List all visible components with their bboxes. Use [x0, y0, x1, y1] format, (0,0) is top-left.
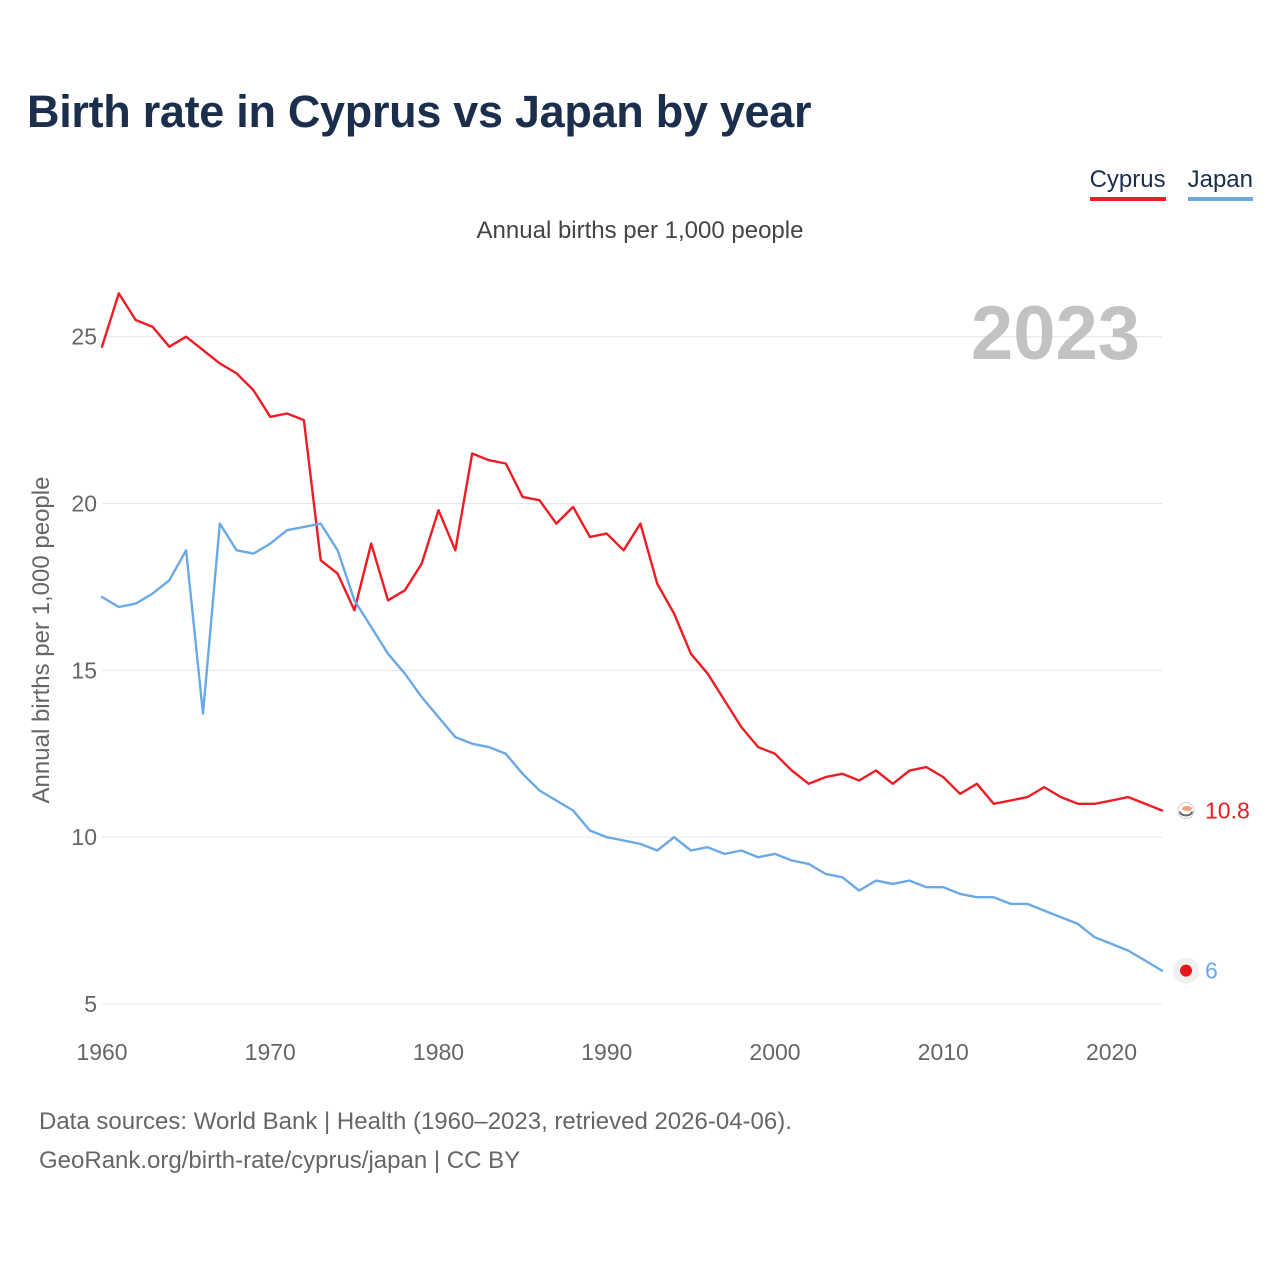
- y-tick-label-25: 25: [71, 324, 97, 350]
- x-tick-label-1970: 1970: [245, 1039, 296, 1065]
- x-tick-label-2010: 2010: [918, 1039, 969, 1065]
- chart-subtitle: Annual births per 1,000 people: [476, 217, 804, 244]
- cyprus-end-marker-branch: [1179, 811, 1193, 817]
- x-tick-label-1960: 1960: [76, 1039, 127, 1065]
- legend: Cyprus Japan: [1089, 166, 1253, 201]
- legend-item-japan[interactable]: Japan: [1187, 166, 1253, 201]
- series-line-japan: [100, 522, 1164, 972]
- x-tick-label-1990: 1990: [581, 1039, 632, 1065]
- y-tick-label-10: 10: [71, 824, 97, 850]
- current-year-label: 2023: [970, 291, 1140, 376]
- cyprus-end-label: 10.8: [1205, 797, 1250, 823]
- series-line-cyprus: [100, 292, 1164, 812]
- legend-item-cyprus[interactable]: Cyprus: [1089, 166, 1166, 201]
- y-tick-label-5: 5: [84, 991, 97, 1017]
- cyprus-end-marker: [1182, 805, 1192, 811]
- footer-credit: GeoRank.org/birth-rate/cyprus/japan | CC…: [39, 1147, 521, 1174]
- x-tick-label-2000: 2000: [749, 1039, 800, 1065]
- footer-source: Data sources: World Bank | Health (1960–…: [39, 1108, 792, 1135]
- japan-end-marker: [1180, 964, 1192, 977]
- chart-title: Birth rate in Cyprus vs Japan by year: [27, 86, 812, 137]
- x-tick-label-1980: 1980: [413, 1039, 464, 1065]
- japan-end-label: 6: [1205, 958, 1218, 984]
- x-tick-label-2020: 2020: [1086, 1039, 1137, 1065]
- y-tick-label-15: 15: [71, 657, 97, 683]
- y-tick-label-20: 20: [71, 491, 97, 517]
